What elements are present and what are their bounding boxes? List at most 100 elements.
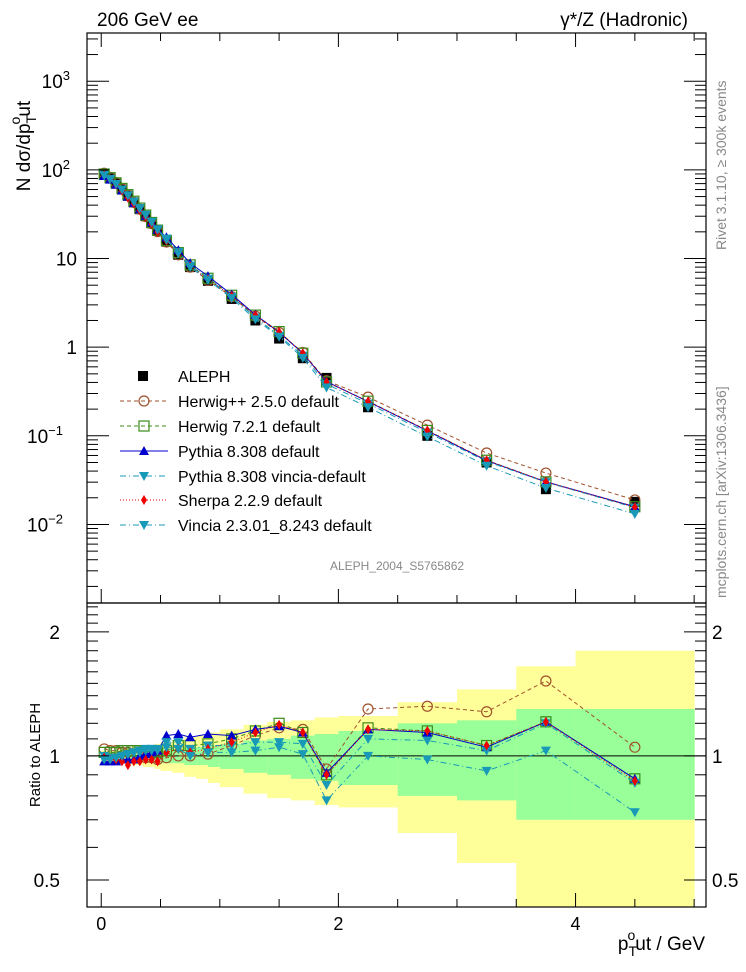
main-point-5 [422, 432, 433, 442]
legend-marker [139, 472, 149, 481]
ratio-point-3 [481, 746, 492, 756]
ratio-point-4 [163, 747, 170, 758]
y-tick-label: 102 [42, 157, 70, 182]
main-point-5 [105, 175, 116, 185]
main-point-5 [297, 353, 308, 363]
legend-marker [139, 521, 149, 530]
header-left: 206 GeV ee [97, 10, 198, 31]
ratio-frame [86, 602, 707, 908]
ratio-y-tick-label-left: 0.5 [34, 871, 60, 892]
ratio-point-2 [173, 729, 184, 739]
y-tick-label: 10−1 [27, 423, 63, 448]
ratio-point-4 [118, 756, 125, 767]
main-point-5 [122, 191, 133, 201]
ratio-point-3 [274, 738, 285, 748]
main-point-5 [202, 276, 213, 286]
main-point-5 [321, 383, 332, 393]
xlabel-text: p [618, 934, 629, 955]
legend-item: Herwig++ 2.5.0 default [120, 394, 340, 411]
ratio-point-2 [161, 730, 172, 740]
ratio-point-4 [148, 754, 155, 765]
legend-item: ALEPH [138, 369, 230, 386]
ratio-point-0 [540, 675, 552, 687]
ratio-point-3 [321, 781, 332, 791]
main-y-axis-label: N dσ/dpTout [7, 100, 39, 191]
legend-item: Pythia 8.308 default [120, 444, 320, 461]
mcplots-label: mcplots.cern.ch [arXiv:1306.3436] [713, 386, 729, 598]
ratio-point-4 [365, 724, 372, 735]
ratio-y-tick-label-left: 2 [49, 623, 60, 644]
y-tick-label: 10−2 [27, 511, 63, 536]
ratio-point-4 [142, 754, 149, 765]
ratio-point-4 [276, 719, 283, 730]
ratio-point-3 [297, 739, 308, 749]
legend-item: Sherpa 2.2.9 default [120, 493, 323, 510]
ratio-point-2 [185, 732, 196, 742]
main-point-5 [140, 211, 151, 221]
ratio-point-4 [124, 760, 131, 771]
ratio-y-tick-label-right: 2 [712, 623, 723, 644]
ratio-point-0 [421, 700, 433, 712]
ratio-point-2 [202, 729, 213, 739]
ratio-point-3 [173, 738, 184, 748]
main-point-5 [274, 332, 285, 342]
main-point-4 [631, 502, 638, 513]
ratio-uncertainty-bands [101, 650, 695, 907]
main-point-5 [116, 185, 127, 195]
x-tick-label: 2 [333, 914, 343, 934]
main-point-5 [185, 263, 196, 273]
ratio-point-4 [130, 756, 137, 767]
main-point-5 [481, 461, 492, 471]
ratio-point-5 [173, 744, 184, 754]
main-point-5 [629, 509, 640, 519]
ratio-point-4 [424, 725, 431, 736]
legend-label: Herwig++ 2.5.0 default [178, 394, 340, 411]
ratio-point-4 [323, 769, 330, 780]
x-axis-label: pTout / GeV [618, 927, 705, 959]
main-ylabel-text: N dσ/dp [14, 123, 35, 191]
ratio-point-3 [250, 738, 261, 748]
ratio-point-5 [363, 751, 374, 761]
header-right: γ*/Z (Hadronic) [560, 10, 688, 31]
legend-label: Pythia 8.308 vincia-default [178, 469, 366, 486]
ratio-point-5 [161, 743, 172, 753]
svg-text:N dσ/dpTout: N dσ/dpTout [7, 100, 39, 191]
y-tick-label: 10 [56, 250, 77, 271]
main-point-5 [146, 218, 157, 228]
ratio-ylabel: Ratio to ALEPH [27, 703, 44, 807]
legend-marker [139, 446, 149, 455]
ratio-point-0 [629, 741, 641, 753]
main-point-5 [99, 171, 110, 181]
ratio-point-5 [116, 751, 127, 761]
x-tick-label: 4 [571, 914, 581, 934]
ratio-y-tick-label-right: 1 [712, 747, 723, 768]
legend-label: Sherpa 2.2.9 default [178, 493, 323, 510]
ratio-point-5 [105, 755, 116, 765]
ratio-point-5 [321, 796, 332, 806]
main-point-5 [128, 197, 139, 207]
main-line-5 [103, 175, 635, 515]
ratio-point-5 [152, 746, 163, 756]
xlabel-sup: o [628, 927, 636, 943]
main-point-5 [161, 235, 172, 245]
legend-item: Herwig 7.2.1 default [120, 419, 321, 436]
legend-marker-aleph [138, 371, 148, 381]
legend-label: Vincia 2.3.01_8.243 default [178, 518, 372, 535]
analysis-label: ALEPH_2004_S5765862 [330, 559, 464, 573]
ratio-point-3 [363, 734, 374, 744]
ratio-point-5 [629, 808, 640, 818]
xlabel-tail: ut / GeV [635, 934, 705, 955]
main-point-5 [226, 294, 237, 304]
ratio-point-5 [111, 753, 122, 763]
main-point-5 [363, 403, 374, 413]
y-tick-label: 103 [42, 68, 70, 93]
ratio-point-4 [483, 740, 490, 751]
main-ylabel-sup: o [7, 116, 23, 124]
ratio-y-tick-label-left: 1 [49, 747, 60, 768]
ratio-point-4 [228, 737, 235, 748]
ratio-point-4 [136, 756, 143, 767]
legend-marker [141, 495, 147, 505]
ratio-point-5 [422, 755, 433, 765]
